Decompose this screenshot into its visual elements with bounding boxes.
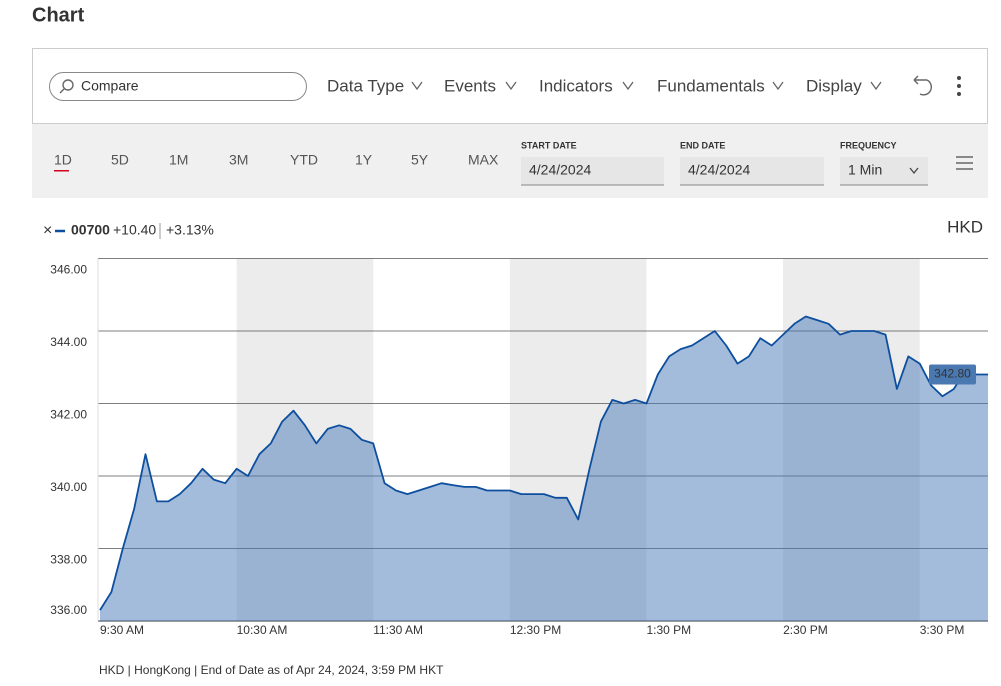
y-tick-label: 340.00 — [50, 480, 87, 494]
field-value: 1 Min — [848, 162, 882, 178]
period-button[interactable]: MAX — [468, 152, 499, 168]
period-button[interactable]: 3M — [229, 152, 248, 168]
period-button[interactable]: 1M — [169, 152, 188, 168]
chevron — [909, 167, 919, 175]
chevron — [505, 81, 517, 91]
y-tick-label: 336.00 — [50, 603, 87, 617]
period-button[interactable]: 1Y — [355, 152, 373, 168]
area-fill — [100, 316, 988, 621]
currency: HKD — [947, 217, 983, 236]
menu-item[interactable]: Fundamentals — [657, 76, 765, 95]
search-box[interactable] — [49, 72, 307, 101]
search-icon — [62, 79, 74, 91]
x-tick-label: 9:30 AM — [100, 623, 144, 637]
controls-bar — [32, 124, 988, 198]
menu-item[interactable]: Events — [444, 76, 496, 95]
search-icon — [59, 88, 65, 94]
remove-series[interactable]: × — [43, 222, 52, 239]
legend-change: +10.40 — [113, 222, 156, 238]
x-tick-label: 11:30 AM — [373, 623, 423, 637]
x-tick-label: 10:30 AM — [237, 623, 288, 637]
last-price-tag — [929, 364, 976, 385]
footnote: HKD | HongKong | End of Date as of Apr 2… — [99, 663, 444, 677]
settings-list-icon[interactable] — [956, 156, 973, 170]
period-button[interactable]: 5Y — [411, 152, 429, 168]
menu-item[interactable]: Display — [806, 76, 862, 95]
legend-symbol: 00700 — [71, 222, 110, 238]
y-tick-label: 338.00 — [50, 553, 87, 567]
chevron — [772, 81, 784, 91]
search-placeholder: Compare — [81, 78, 139, 94]
undo-button[interactable] — [913, 75, 933, 96]
active-period-underline — [54, 170, 69, 172]
more-button[interactable] — [957, 76, 961, 96]
x-tick-label: 1:30 PM — [646, 623, 691, 637]
period-button[interactable]: 1D — [54, 152, 72, 168]
x-tick-label: 3:30 PM — [920, 623, 965, 637]
field-input[interactable] — [521, 157, 664, 185]
y-tick-label: 344.00 — [50, 335, 87, 349]
x-tick-label: 2:30 PM — [783, 623, 828, 637]
menu-item[interactable]: Data Type — [327, 76, 404, 95]
chevron — [411, 81, 423, 91]
field-label: START DATE — [521, 140, 577, 150]
price-line — [99, 315, 988, 611]
field-value: 4/24/2024 — [529, 162, 591, 178]
last-price-label: 342.80 — [934, 367, 971, 381]
menu-item[interactable]: Indicators — [539, 76, 613, 95]
legend-change-pct: +3.13% — [166, 222, 214, 238]
page-title: Chart — [32, 4, 85, 26]
period-button[interactable]: 5D — [111, 152, 129, 168]
y-tick-label: 342.00 — [50, 408, 87, 422]
field-label: FREQUENCY — [840, 140, 897, 150]
period-button[interactable]: YTD — [290, 152, 318, 168]
field-input[interactable] — [680, 157, 824, 185]
x-tick-label: 12:30 PM — [510, 623, 561, 637]
chevron — [870, 81, 882, 91]
field-input[interactable] — [840, 157, 928, 185]
chevron — [622, 81, 634, 91]
field-label: END DATE — [680, 140, 725, 150]
field-value: 4/24/2024 — [688, 162, 750, 178]
y-tick-label: 346.00 — [50, 263, 87, 277]
